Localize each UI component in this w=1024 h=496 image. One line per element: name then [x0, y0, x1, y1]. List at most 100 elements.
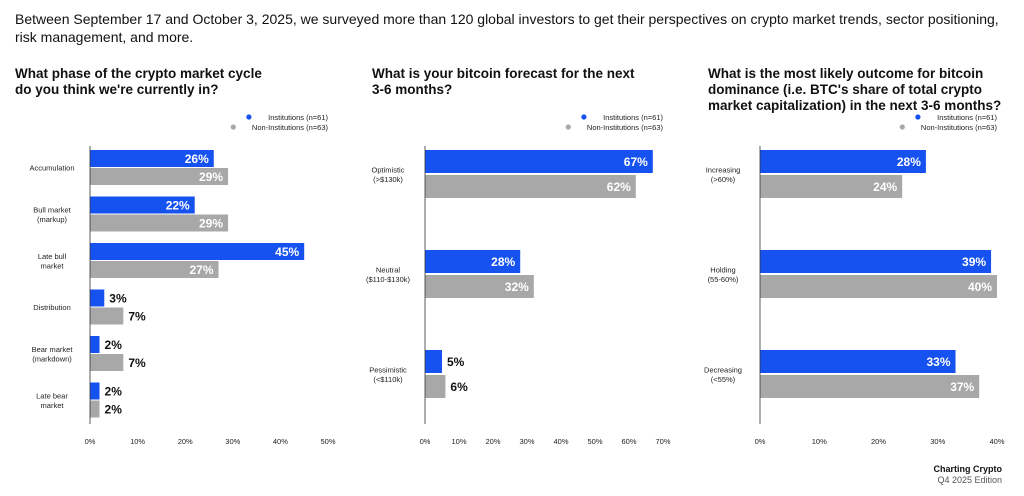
chart-1-x-tick-2: 20%	[178, 437, 193, 446]
chart-3-category-label-2: Decreasing (<55%)	[704, 365, 742, 384]
chart-2-category-label-0: Optimistic (>$130k)	[372, 165, 405, 184]
chart-2-x-tick-0: 0%	[420, 437, 431, 446]
chart-1-data-label-non-institutions-5: 2%	[105, 403, 123, 417]
chart-1-legend-swatch-1	[230, 124, 236, 130]
chart-1-bar-non-institutions-3	[90, 307, 124, 325]
chart-1-data-label-institutions-0: 26%	[185, 152, 209, 166]
chart-2-data-label-non-institutions-1: 32%	[505, 280, 529, 294]
chart-1-category-label-4: Bear market (markdown)	[32, 345, 74, 364]
chart-3-x-tick-2: 20%	[871, 437, 886, 446]
chart-3-bar-non-institutions-0	[760, 175, 903, 198]
chart-1-category-label-0: Accumulation	[29, 164, 74, 173]
chart-1-bar-non-institutions-0	[90, 168, 229, 185]
chart-2-legend-label-1: Non-Institutions (n=63)	[587, 123, 664, 132]
chart-3-x-tick-0: 0%	[755, 437, 766, 446]
chart-3-bar-institutions-1	[760, 250, 992, 273]
intro-text: Between September 17 and October 3, 2025…	[15, 11, 999, 45]
chart-1-data-label-non-institutions-1: 29%	[199, 217, 223, 231]
chart-2-bar-institutions-1	[425, 250, 521, 273]
chart-2-x-tick-7: 70%	[655, 437, 670, 446]
chart-1-title-line-2: do you think we're currently in?	[15, 82, 219, 97]
chart-1-bar-institutions-3	[90, 289, 105, 307]
chart-1-data-label-non-institutions-3: 7%	[128, 310, 146, 324]
chart-1-category-label-3: Distribution	[33, 303, 71, 312]
chart-1-legend-swatch-0	[246, 114, 252, 120]
chart-3-legend-swatch-1	[899, 124, 905, 130]
footer-edition: Q4 2025 Edition	[937, 475, 1002, 485]
chart-2-title: What is your bitcoin forecast for the ne…	[372, 66, 672, 98]
chart-2-data-label-institutions-0: 67%	[624, 155, 648, 169]
chart-3-x-tick-4: 40%	[989, 437, 1004, 446]
chart-1-category-label-1: Bull market (markup)	[33, 205, 71, 224]
chart-1-bar-non-institutions-5	[90, 400, 100, 418]
chart-3-title: What is the most likely outcome for bitc…	[708, 66, 1018, 114]
chart-1-data-label-institutions-4: 2%	[105, 338, 123, 352]
chart-3-title-line-1: What is the most likely outcome for bitc…	[708, 66, 984, 81]
chart-2-category-label-2: Pessimistic (<$110k)	[369, 365, 407, 384]
chart-3-data-label-institutions-0: 28%	[897, 155, 921, 169]
chart-1-bar-institutions-1	[90, 196, 195, 214]
footer: Charting Crypto Q4 2025 Edition	[934, 464, 1003, 486]
chart-2-data-label-institutions-1: 28%	[491, 255, 515, 269]
chart-1-data-label-institutions-5: 2%	[105, 385, 123, 399]
chart-3-legend-swatch-0	[915, 114, 921, 120]
chart-1-x-tick-5: 50%	[320, 437, 335, 446]
chart-1-bar-non-institutions-1	[90, 214, 229, 232]
chart-1-data-label-non-institutions-0: 29%	[199, 170, 223, 184]
chart-2-bar-non-institutions-0	[425, 175, 636, 198]
chart-3-data-label-non-institutions-2: 37%	[950, 380, 974, 394]
chart-3-category-label-0: Increasing (>60%)	[706, 165, 741, 184]
chart-2-data-label-non-institutions-0: 62%	[607, 180, 631, 194]
chart-1-legend-label-1: Non-Institutions (n=63)	[252, 123, 329, 132]
chart-1-category-label-5: Late bear market	[36, 391, 68, 410]
chart-3-bar-non-institutions-1	[760, 275, 997, 298]
chart-2-bar-non-institutions-2	[425, 375, 446, 398]
chart-3-bar-institutions-2	[760, 350, 956, 373]
chart-1-category-label-2: Late bull market	[38, 252, 67, 271]
chart-2-x-tick-6: 60%	[621, 437, 636, 446]
chart-3-bar-institutions-0	[760, 150, 926, 173]
chart-2-data-label-institutions-2: 5%	[447, 355, 465, 369]
chart-3-title-line-3: market capitalization) in the next 3-6 m…	[708, 98, 1002, 113]
chart-3-data-label-non-institutions-0: 24%	[873, 180, 897, 194]
chart-1-x-tick-4: 40%	[273, 437, 288, 446]
chart-1-data-label-non-institutions-4: 7%	[128, 356, 146, 370]
chart-3-data-label-non-institutions-1: 40%	[968, 280, 992, 294]
chart-2-x-tick-2: 20%	[485, 437, 500, 446]
chart-3-legend-label-1: Non-Institutions (n=63)	[921, 123, 998, 132]
chart-2-bar-institutions-2	[425, 350, 442, 373]
chart-2-x-tick-5: 50%	[587, 437, 602, 446]
chart-1-x-tick-0: 0%	[85, 437, 96, 446]
chart-2-title-line-2: 3-6 months?	[372, 82, 453, 97]
chart-2-category-label-1: Neutral ($110-$130k)	[366, 265, 411, 284]
chart-1-data-label-institutions-2: 45%	[275, 245, 299, 259]
chart-2-x-tick-1: 10%	[451, 437, 466, 446]
chart-1-bar-institutions-2	[90, 243, 305, 260]
chart-3-data-label-institutions-1: 39%	[962, 255, 986, 269]
chart-1-bar-institutions-5	[90, 382, 100, 400]
chart-1-bar-non-institutions-2	[90, 261, 219, 278]
chart-1-data-label-institutions-1: 22%	[166, 199, 190, 213]
chart-2-legend-swatch-1	[565, 124, 571, 130]
chart-3-x-tick-3: 30%	[930, 437, 945, 446]
chart-2-legend-label-0: Institutions (n=61)	[603, 113, 663, 122]
chart-1-x-tick-3: 30%	[225, 437, 240, 446]
chart-2-bar-institutions-0	[425, 150, 653, 173]
chart-3-legend-label-0: Institutions (n=61)	[937, 113, 997, 122]
chart-3-category-label-1: Holding (55-60%)	[708, 265, 739, 284]
chart-2-legend-swatch-0	[581, 114, 587, 120]
chart-1-bar-institutions-0	[90, 150, 214, 167]
chart-3-x-tick-1: 10%	[812, 437, 827, 446]
chart-1-x-tick-1: 10%	[130, 437, 145, 446]
chart-3-bar-non-institutions-2	[760, 375, 980, 398]
chart-2-bar-non-institutions-1	[425, 275, 534, 298]
chart-1-data-label-institutions-3: 3%	[109, 292, 127, 306]
chart-3-data-label-institutions-2: 33%	[926, 355, 950, 369]
footer-source: Charting Crypto	[933, 464, 1003, 474]
chart-3-title-line-2: dominance (i.e. BTC's share of total cry…	[708, 82, 983, 97]
chart-1-title: What phase of the crypto market cycle do…	[15, 66, 315, 98]
chart-1-bar-non-institutions-4	[90, 354, 124, 371]
